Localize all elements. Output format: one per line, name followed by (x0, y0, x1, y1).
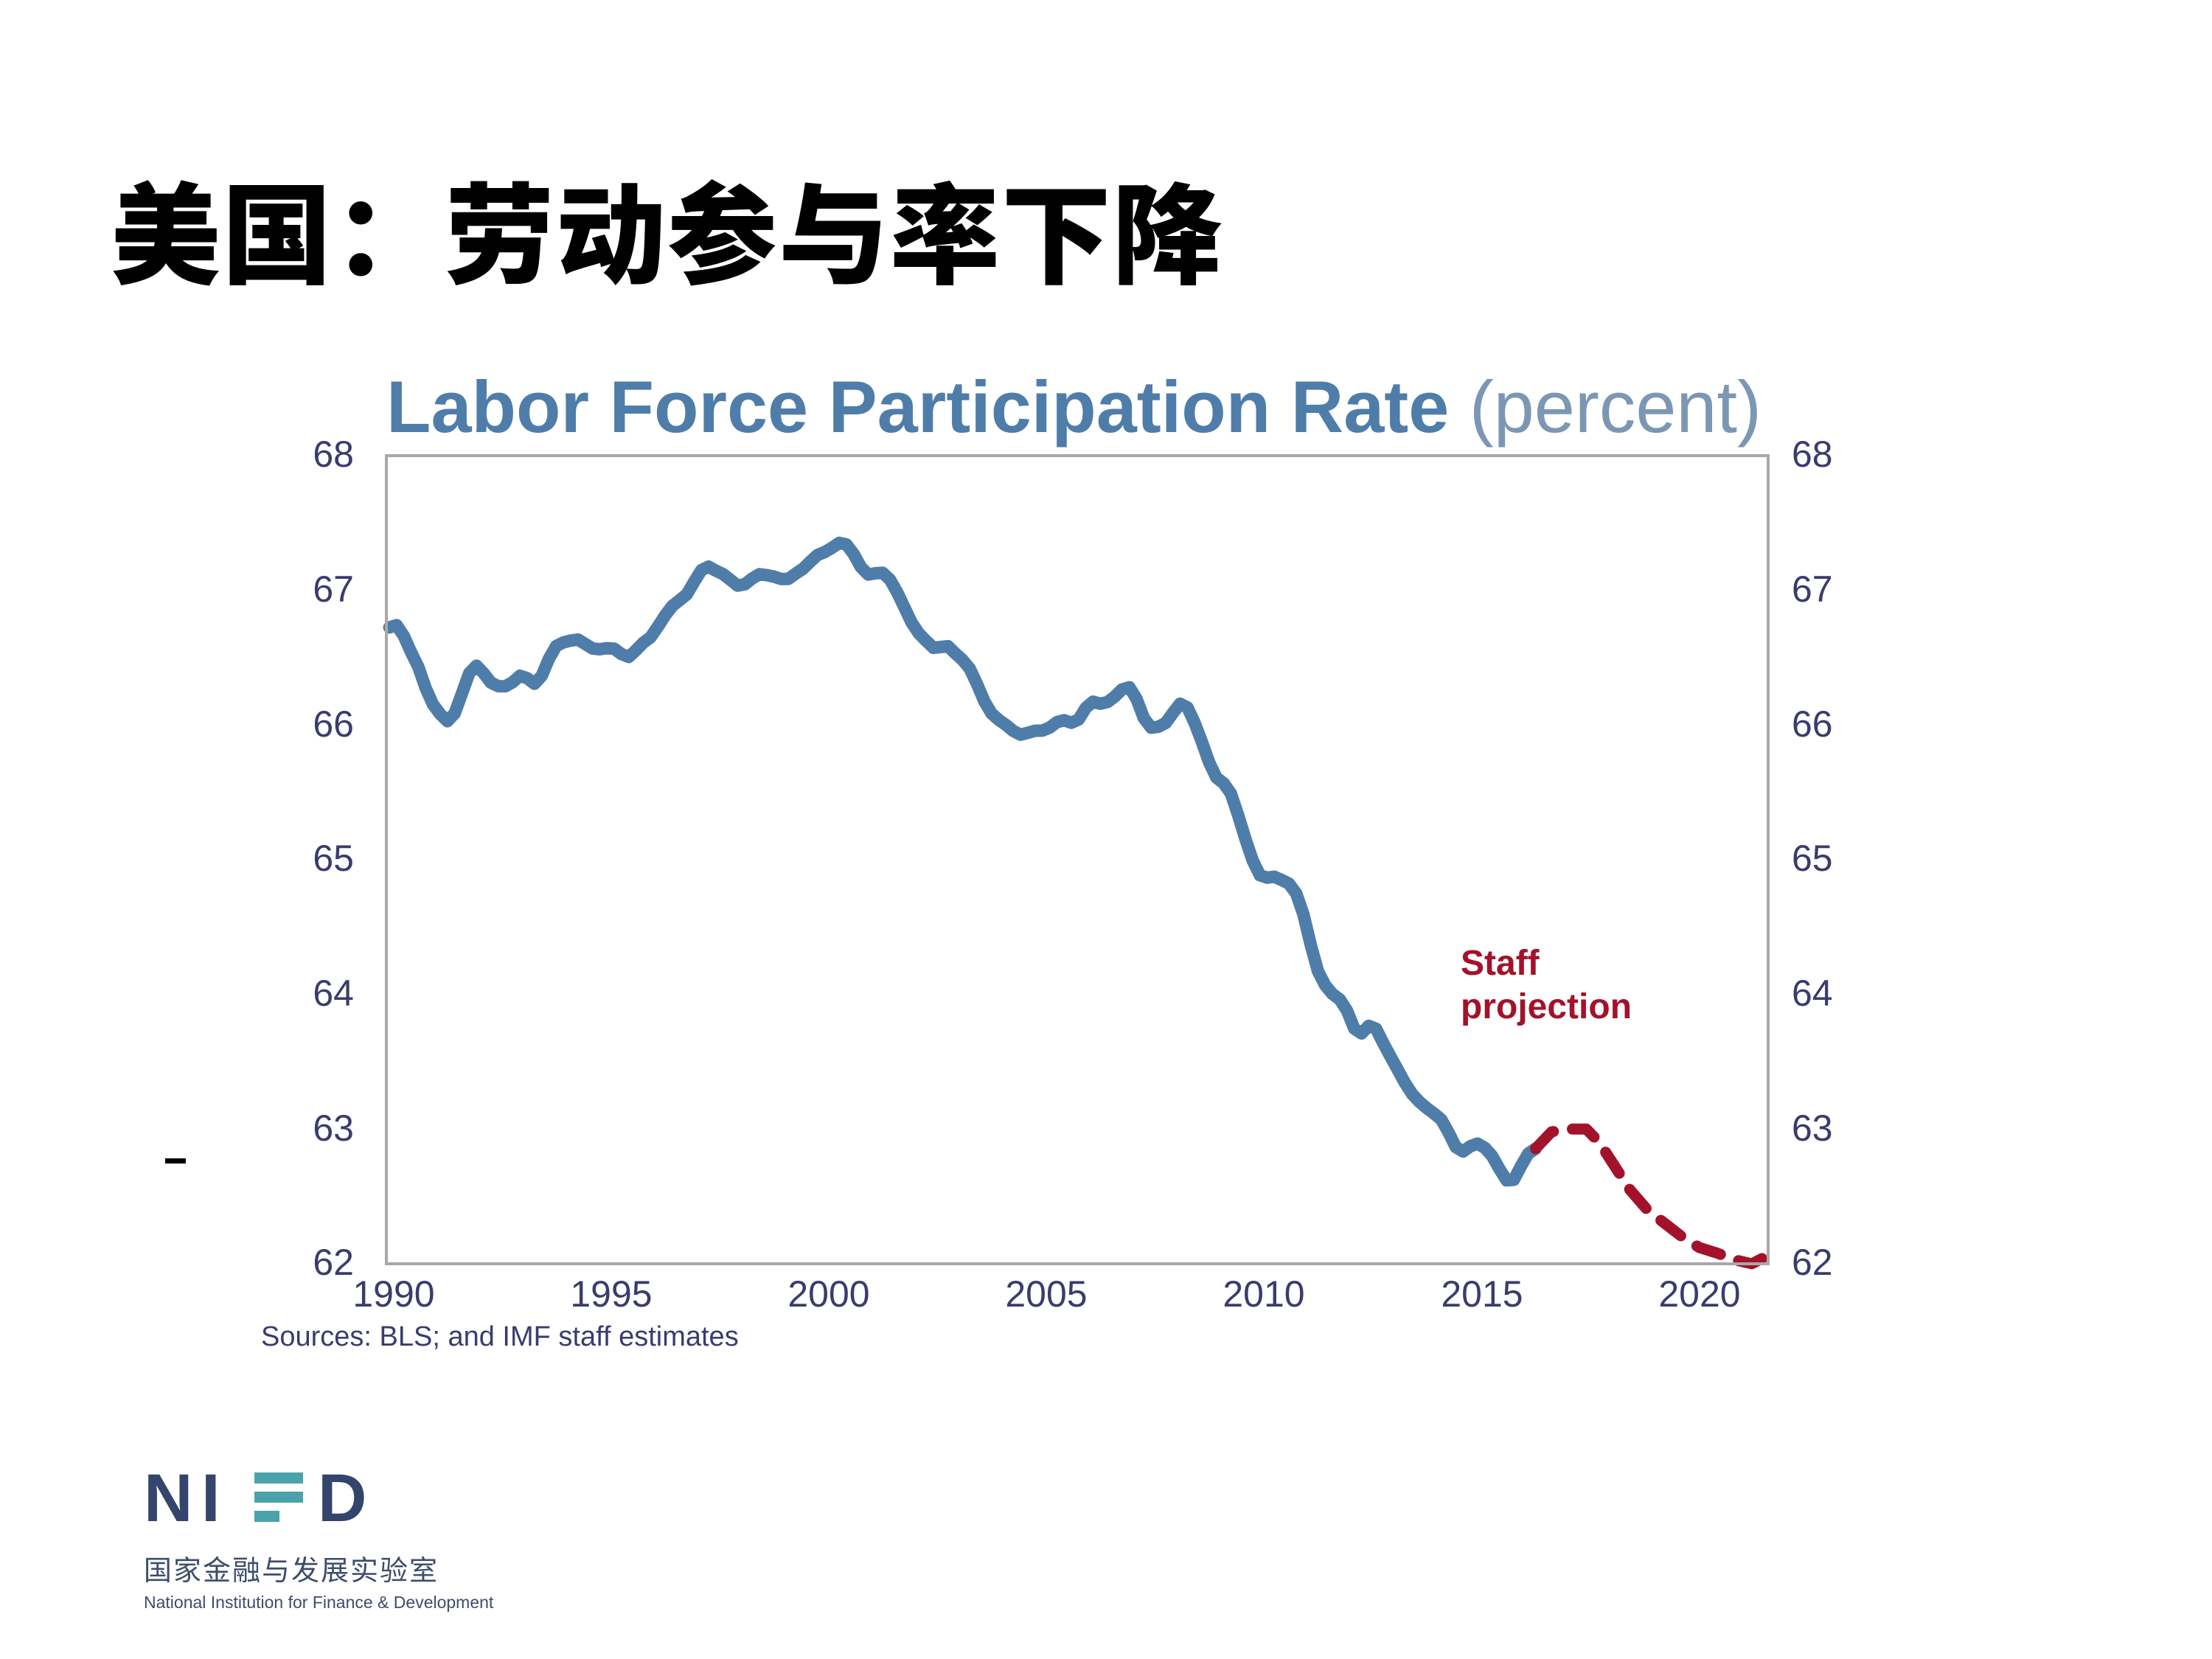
svg-text:N: N (144, 1461, 192, 1536)
svg-text:I: I (201, 1461, 220, 1536)
svg-text:D: D (318, 1461, 366, 1536)
